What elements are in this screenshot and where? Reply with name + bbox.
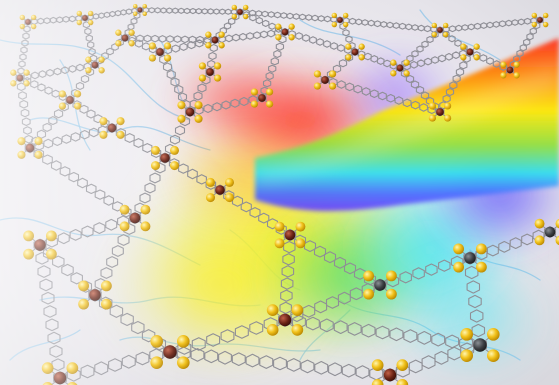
- framework-artwork: [0, 0, 559, 385]
- haze-overlay: [0, 0, 559, 385]
- illustration: [0, 0, 559, 385]
